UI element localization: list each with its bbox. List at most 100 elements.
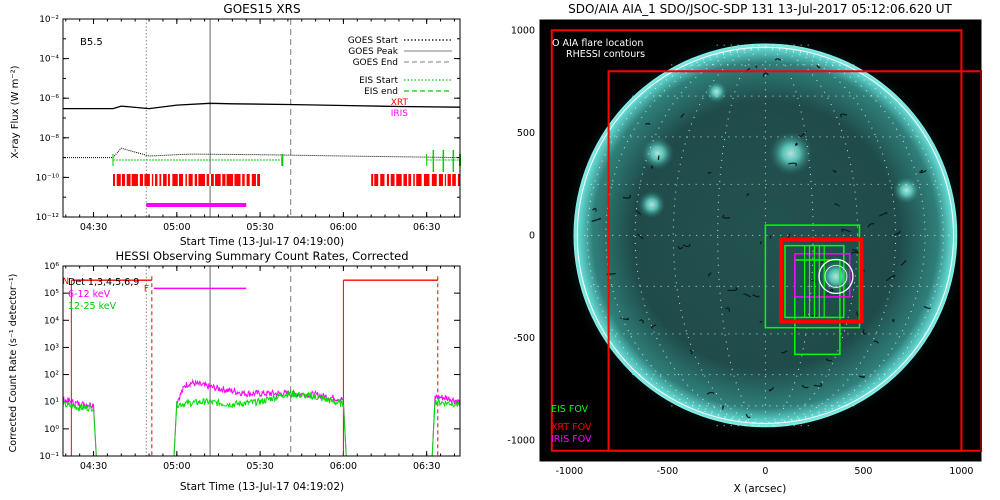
aia-feature-contour bbox=[774, 58, 782, 61]
aia-y-tick-label: 1000 bbox=[511, 25, 535, 36]
aia-y-tick-label: -500 bbox=[513, 333, 535, 344]
aia-feature-contour bbox=[867, 223, 875, 228]
hessi-legend-label: 12-25 keV bbox=[68, 301, 117, 312]
goes-xrt-gap bbox=[446, 174, 448, 186]
goes-xrt-gap bbox=[169, 174, 173, 186]
aia-feature-contour bbox=[825, 358, 833, 362]
aia-feature-contour bbox=[923, 305, 931, 309]
aia-feature-contour bbox=[811, 315, 818, 317]
hessi-night-flag: N bbox=[62, 277, 69, 287]
goes-plot-frame bbox=[62, 18, 461, 218]
aia-feature-contour bbox=[762, 72, 769, 78]
hessi-y-tick-label: 10² bbox=[44, 371, 59, 381]
hessi-y-tick-label: 10¹ bbox=[44, 398, 59, 408]
aia-feature-contour bbox=[801, 384, 809, 389]
aia-longitude-grid bbox=[765, 46, 859, 425]
aia-feature-contour bbox=[919, 169, 927, 174]
aia-feature-contour bbox=[727, 287, 738, 292]
aia-image-title: SDO/AIA AIA_1 SDO/JSOC-SDP 131 13-Jul-20… bbox=[568, 2, 952, 16]
hessi-series-12-25kev bbox=[62, 389, 461, 457]
aia-feature-contour bbox=[900, 260, 907, 266]
goes-xrt-gap bbox=[205, 174, 207, 186]
aia-feature-contour bbox=[759, 241, 763, 245]
hessi-y-tick-label: 10⁰ bbox=[44, 425, 59, 435]
aia-rhessi-contour bbox=[824, 264, 848, 288]
goes-x-tick-label: 06:30 bbox=[413, 222, 440, 233]
aia-feature-contour bbox=[873, 340, 879, 344]
goes-y-axis-label: X-ray Flux (W m⁻²) bbox=[10, 65, 21, 158]
goes-x-tick-label: 06:00 bbox=[330, 222, 357, 233]
aia-feature-contour bbox=[851, 251, 860, 254]
goes-xrs-chart: GOES15 XRS X-ray Flux (W m⁻²) Start Time… bbox=[10, 2, 461, 248]
goes-series-long bbox=[63, 102, 461, 110]
goes-y-tick-label: 10⁻² bbox=[39, 15, 59, 25]
aia-feature-contour bbox=[677, 245, 684, 250]
goes-xrt-gap bbox=[157, 174, 160, 186]
aia-x-axis-label: X (arcsec) bbox=[734, 483, 787, 495]
goes-xrt-gap bbox=[255, 174, 258, 186]
goes-xrt-gap bbox=[114, 174, 117, 186]
aia-feature-contour bbox=[855, 311, 859, 317]
goes-xrt-gap bbox=[220, 174, 223, 186]
goes-y-tick-label: 10⁻⁸ bbox=[39, 134, 59, 144]
aia-feature-contour bbox=[885, 274, 896, 282]
aia-x-tick-label: 500 bbox=[854, 466, 872, 477]
goes-xrt-gap bbox=[192, 174, 195, 186]
goes-flare-class-label: B5.5 bbox=[80, 37, 103, 48]
hessi-x-axis-label: Start Time (13-Jul-17 04:19:02) bbox=[180, 481, 344, 493]
goes-xrt-gap bbox=[436, 174, 439, 186]
hessi-y-tick-label: 10⁻¹ bbox=[39, 452, 59, 462]
goes-series-short bbox=[63, 147, 461, 159]
goes-x-axis-label: Start Time (13-Jul-17 04:19:00) bbox=[180, 236, 344, 248]
aia-feature-contour bbox=[657, 155, 660, 161]
goes-legend-label: GOES Peak bbox=[348, 47, 398, 57]
goes-legend-label: EIS Start bbox=[359, 76, 398, 86]
goes-legend-label: GOES End bbox=[353, 58, 398, 68]
hessi-plot-frame bbox=[62, 265, 461, 457]
aia-x-tick-label: -500 bbox=[657, 466, 679, 477]
aia-feature-contour bbox=[813, 382, 823, 387]
aia-feature-contour bbox=[645, 122, 651, 126]
goes-xrt-gap bbox=[384, 174, 387, 186]
goes-xrt-gap bbox=[406, 174, 409, 186]
aia-feature-contour bbox=[919, 169, 923, 174]
aia-fov-box-iris bbox=[794, 253, 851, 298]
goes-xrt-gap bbox=[153, 174, 156, 186]
goes-x-tick-label: 04:30 bbox=[80, 222, 107, 233]
hessi-chart-title: HESSI Observing Summary Count Rates, Cor… bbox=[115, 249, 408, 263]
aia-feature-contour bbox=[637, 233, 644, 240]
goes-xrt-gap bbox=[421, 174, 424, 186]
goes-xrt-gap bbox=[137, 174, 140, 186]
aia-solar-image: SDO/AIA AIA_1 SDO/JSOC-SDP 131 13-Jul-20… bbox=[507, 2, 982, 495]
aia-feature-contour bbox=[827, 288, 834, 295]
hessi-x-tick-label: 06:30 bbox=[413, 461, 440, 472]
aia-legend-fov-label: XRT FOV bbox=[551, 422, 592, 433]
hessi-count-rate-chart: HESSI Observing Summary Count Rates, Cor… bbox=[8, 249, 461, 493]
aia-legend-top-label: O AIA flare location bbox=[552, 38, 643, 49]
aia-fov-box-xrt bbox=[779, 237, 864, 324]
aia-legend-fov-label: IRIS FOV bbox=[551, 434, 592, 445]
goes-y-tick-label: 10⁻¹⁰ bbox=[36, 173, 60, 183]
goes-xrt-gap bbox=[149, 174, 152, 186]
aia-feature-contour bbox=[840, 113, 848, 118]
aia-active-region bbox=[705, 80, 728, 103]
aia-feature-contour bbox=[722, 214, 731, 219]
goes-xrt-gap bbox=[240, 174, 243, 186]
aia-feature-contour bbox=[834, 203, 840, 207]
hessi-y-tick-label: 10⁴ bbox=[44, 316, 59, 326]
hessi-x-tick-label: 05:00 bbox=[163, 461, 190, 472]
hessi-legend-label: 6-12 keV bbox=[68, 289, 111, 300]
goes-xrt-gap bbox=[161, 174, 164, 186]
goes-xrt-gap bbox=[244, 174, 247, 186]
aia-feature-contour bbox=[682, 243, 691, 248]
goes-xrt-gap bbox=[186, 174, 189, 186]
aia-feature-contour bbox=[650, 165, 654, 170]
goes-x-tick-label: 05:00 bbox=[163, 222, 190, 233]
aia-longitude-grid bbox=[672, 46, 766, 425]
goes-xrt-gap bbox=[455, 174, 458, 186]
goes-xrt-gap bbox=[166, 174, 168, 186]
goes-legend-label: XRT bbox=[391, 98, 409, 108]
aia-active-region bbox=[641, 136, 675, 170]
hessi-y-tick-label: 10³ bbox=[44, 343, 59, 353]
goes-legend-label: EIS end bbox=[364, 87, 398, 97]
